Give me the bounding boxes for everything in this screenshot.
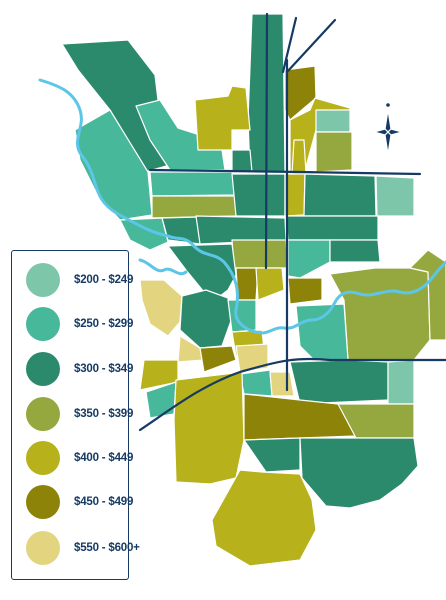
district[interactable] xyxy=(285,215,379,241)
district[interactable] xyxy=(194,85,251,151)
road-ne xyxy=(285,18,337,74)
district[interactable] xyxy=(74,109,153,221)
district[interactable] xyxy=(149,171,236,197)
legend-label: $550 - $600+ xyxy=(74,542,140,554)
district[interactable] xyxy=(299,437,419,509)
legend-label: $350 - $399 xyxy=(74,408,134,420)
legend-item-200-249: $200 - $249 xyxy=(26,263,133,297)
legend-swatch xyxy=(26,441,60,475)
district[interactable] xyxy=(239,369,273,397)
legend: $200 - $249 $250 - $299 $300 - $349 $350… xyxy=(11,250,140,580)
legend-label: $400 - $449 xyxy=(74,452,134,464)
district[interactable] xyxy=(387,359,415,405)
district[interactable] xyxy=(179,289,233,349)
district[interactable] xyxy=(291,139,307,175)
district[interactable] xyxy=(235,267,259,301)
legend-item-250-299: $250 - $299 xyxy=(26,307,133,341)
district[interactable] xyxy=(119,217,169,251)
river-main xyxy=(38,78,446,335)
legend-label: $200 - $249 xyxy=(74,274,134,286)
district[interactable] xyxy=(289,359,389,405)
legend-swatch xyxy=(26,397,60,431)
legend-swatch xyxy=(26,263,60,297)
legend-label: $300 - $349 xyxy=(74,363,134,375)
legend-swatch xyxy=(26,307,60,341)
district[interactable] xyxy=(329,239,381,263)
road-ew-main xyxy=(148,168,422,176)
legend-item-300-349: $300 - $349 xyxy=(26,352,133,386)
legend-swatch xyxy=(26,485,60,519)
road-ew-south xyxy=(138,357,446,432)
district[interactable] xyxy=(173,371,245,485)
legend-item-400-449: $400 - $449 xyxy=(26,441,133,475)
legend-item-350-399: $350 - $399 xyxy=(26,397,133,431)
compass-rose-icon xyxy=(373,103,403,155)
district[interactable] xyxy=(315,131,353,173)
districts xyxy=(61,13,446,567)
district[interactable] xyxy=(315,109,351,133)
road-n-diag xyxy=(281,16,298,74)
legend-item-550-600: $550 - $600+ xyxy=(26,531,140,565)
district[interactable] xyxy=(295,303,349,361)
district[interactable] xyxy=(139,279,183,337)
district[interactable] xyxy=(284,65,317,121)
district[interactable] xyxy=(243,437,301,473)
road-ns-north xyxy=(264,12,269,270)
district[interactable] xyxy=(199,345,237,373)
district[interactable] xyxy=(255,267,285,301)
district[interactable] xyxy=(235,343,269,373)
legend-label: $450 - $499 xyxy=(74,496,134,508)
legend-swatch xyxy=(26,352,60,386)
district[interactable] xyxy=(287,277,323,305)
district[interactable] xyxy=(303,173,377,217)
district[interactable] xyxy=(151,195,237,219)
district[interactable] xyxy=(269,371,295,397)
district[interactable] xyxy=(287,239,331,279)
district[interactable] xyxy=(227,299,257,333)
legend-swatch xyxy=(26,531,60,565)
district[interactable] xyxy=(231,173,286,217)
rivers xyxy=(38,78,446,335)
legend-label: $250 - $299 xyxy=(74,318,134,330)
district[interactable] xyxy=(231,149,253,173)
river-branch xyxy=(138,258,188,276)
district[interactable] xyxy=(231,239,289,269)
roads xyxy=(138,12,446,432)
legend-item-450-499: $450 - $499 xyxy=(26,485,133,519)
district[interactable] xyxy=(211,469,317,567)
district[interactable] xyxy=(375,175,415,217)
